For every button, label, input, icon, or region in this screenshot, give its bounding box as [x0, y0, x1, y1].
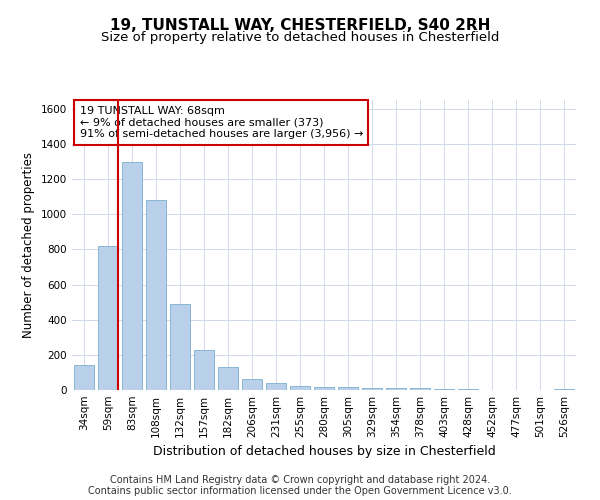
Bar: [242, 378, 262, 390]
Bar: [194, 350, 214, 390]
Bar: [170, 304, 190, 390]
Bar: [338, 388, 358, 390]
Bar: [554, 389, 574, 390]
Bar: [146, 200, 166, 390]
Bar: [410, 388, 430, 390]
Bar: [434, 389, 454, 390]
Bar: [74, 366, 94, 390]
Text: Size of property relative to detached houses in Chesterfield: Size of property relative to detached ho…: [101, 31, 499, 44]
Bar: [218, 367, 238, 390]
Bar: [266, 384, 286, 390]
Text: 19, TUNSTALL WAY, CHESTERFIELD, S40 2RH: 19, TUNSTALL WAY, CHESTERFIELD, S40 2RH: [110, 18, 490, 32]
Y-axis label: Number of detached properties: Number of detached properties: [22, 152, 35, 338]
Bar: [362, 388, 382, 390]
X-axis label: Distribution of detached houses by size in Chesterfield: Distribution of detached houses by size …: [152, 446, 496, 458]
Text: Contains public sector information licensed under the Open Government Licence v3: Contains public sector information licen…: [88, 486, 512, 496]
Bar: [290, 386, 310, 390]
Text: 19 TUNSTALL WAY: 68sqm
← 9% of detached houses are smaller (373)
91% of semi-det: 19 TUNSTALL WAY: 68sqm ← 9% of detached …: [80, 106, 363, 139]
Bar: [122, 162, 142, 390]
Bar: [314, 388, 334, 390]
Bar: [386, 388, 406, 390]
Bar: [98, 246, 118, 390]
Text: Contains HM Land Registry data © Crown copyright and database right 2024.: Contains HM Land Registry data © Crown c…: [110, 475, 490, 485]
